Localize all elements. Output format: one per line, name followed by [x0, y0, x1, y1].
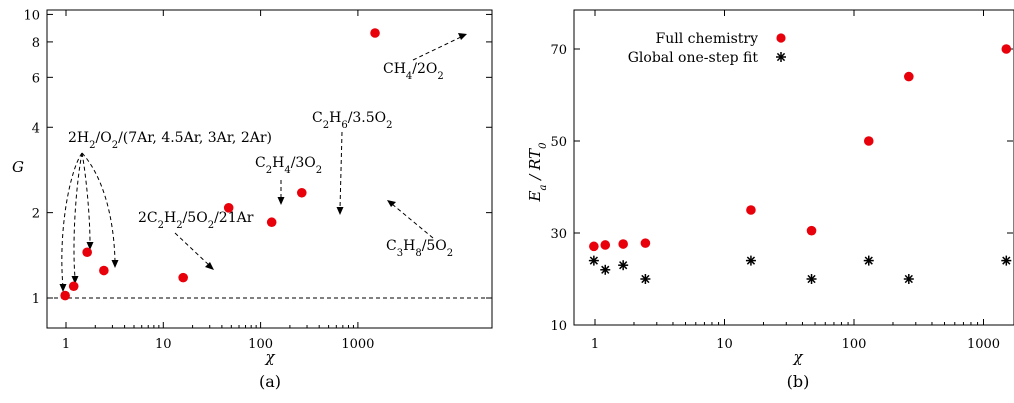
panel-b-y-axis-label: Ea / RT0: [526, 142, 549, 203]
arrowhead-ch4: [458, 33, 467, 40]
annotation-ch4: CH4/2O2: [383, 61, 444, 82]
panel-a-data-point: [296, 187, 307, 198]
panel-a-x-axis-label: χ: [264, 348, 275, 366]
panel-a-arrowheads: [59, 33, 467, 292]
panel-b-caption: (b): [787, 372, 810, 391]
panel-a-y-tick-label: 10: [23, 8, 40, 23]
global-fit-point: [863, 255, 874, 266]
panel-a-points: [60, 28, 380, 301]
legend-label-full-chemistry: Full chemistry: [656, 31, 759, 47]
annotation-c2h6: C2H6/3.5O2: [312, 110, 393, 131]
arrowhead-c2h4: [277, 197, 285, 205]
legend-asterisk-glyph: [776, 52, 786, 62]
annotation-c2h4: C2H4/3O2: [255, 155, 322, 176]
panel-a-data-point: [178, 272, 188, 283]
legend-marker-global-fit: [776, 52, 786, 62]
arrow-h2-1: [61, 152, 83, 288]
panel-b-x-tick-label: 10: [716, 337, 733, 352]
full-chemistry-point: [806, 225, 817, 236]
panel-b-x-tick-label: 1: [591, 337, 599, 352]
panel-b-y-tick-label: 70: [550, 43, 567, 58]
panel-b-points: [588, 44, 1012, 284]
arrow-c2h2: [174, 232, 211, 267]
arrow-h2-2: [73, 152, 83, 279]
global-fit-point: [745, 255, 756, 266]
panel-a-data-point: [266, 217, 277, 228]
full-chemistry-point: [1001, 44, 1012, 54]
arrowhead-h2-2: [71, 276, 79, 284]
panel-a-y-tick-label: 2: [32, 207, 40, 222]
global-fit-point: [618, 260, 629, 271]
global-fit-point: [600, 264, 611, 275]
legend-label-global-fit: Global one-step fit: [628, 50, 759, 66]
panel-a-data-point: [60, 290, 70, 301]
panel-a-data-point: [68, 281, 79, 292]
panel-b-x-ticks: 1 10 100 1000: [591, 10, 1000, 352]
arrow-h2-3: [81, 152, 91, 245]
panel-b: 1 10 100 1000 10 30 50 70 Full chemistry Globa…: [526, 9, 1014, 391]
panel-b-y-tick-label: 50: [550, 135, 567, 150]
panel-a-y-tick-label: 6: [32, 71, 40, 86]
full-chemistry-point: [863, 136, 874, 146]
panel-a-data-point: [370, 28, 380, 38]
panel-a-x-tick-label: 100: [248, 337, 273, 352]
annotation-h2-mixtures: 2H2/O2/(7Ar, 4.5Ar, 3Ar, 2Ar): [68, 130, 272, 151]
panel-a-y-tick-label: 4: [32, 121, 40, 136]
full-chemistry-point: [904, 71, 914, 82]
full-chemistry-point: [600, 240, 611, 250]
arrow-ch4: [412, 36, 462, 61]
panel-a-data-point: [99, 265, 109, 276]
panel-a-y-tick-label: 1: [32, 292, 40, 307]
panel-a-frame: [46, 9, 493, 329]
panel-b-x-axis-label: χ: [792, 348, 803, 366]
panel-a-y-axis-label: G: [12, 158, 24, 176]
annotation-c3h8: C3H8/5O2: [386, 238, 453, 259]
panel-a-x-ticks: 1 10 100 1000: [62, 10, 374, 352]
arrowhead-c2h2: [205, 262, 214, 270]
full-chemistry-point: [746, 205, 756, 215]
panel-a-y-tick-label: 8: [32, 36, 40, 51]
full-chemistry-point: [618, 239, 628, 249]
global-fit-point: [806, 274, 817, 284]
global-fit-point: [640, 274, 651, 284]
global-fit-point: [1001, 255, 1012, 266]
panel-a-x-tick-label: 1000: [341, 337, 374, 352]
arrow-c3h8: [391, 203, 434, 239]
panel-a-y-ticks: 1 2 4 6 8 10: [23, 8, 492, 307]
panel-b-x-tick-label: 1000: [967, 337, 1000, 352]
panel-a-x-tick-label: 1: [62, 337, 70, 352]
full-chemistry-point: [640, 238, 651, 248]
panel-a-annotation-arrows: [61, 36, 462, 288]
arrowhead-c2h6: [336, 207, 344, 215]
arrowhead-h2-4: [111, 260, 119, 268]
global-fit-point: [588, 255, 599, 266]
panel-a-caption: (a): [259, 372, 281, 391]
panel-a-data-point: [223, 203, 234, 213]
arrow-h2-4: [81, 152, 116, 263]
arrowhead-h2-1: [59, 284, 67, 292]
panel-b-frame: [573, 9, 1014, 326]
panel-b-y-tick-label: 10: [550, 319, 567, 334]
arrow-c2h6: [339, 131, 343, 210]
panel-b-y-tick-label: 30: [550, 227, 567, 242]
panel-b-x-tick-label: 100: [842, 337, 867, 352]
arrowhead-c3h8: [387, 200, 396, 207]
arrowhead-h2-3: [86, 242, 94, 250]
legend: Full chemistry Global one-step fit: [628, 31, 786, 66]
global-fit-point: [903, 274, 914, 284]
panel-a-x-tick-label: 10: [155, 337, 172, 352]
panel-b-y-ticks: 10 30 50 70: [550, 43, 1013, 334]
panel-a-data-point: [82, 247, 92, 258]
legend-marker-full-chemistry: [776, 33, 786, 43]
annotation-c2h2: 2C2H2/5O2/21Ar: [138, 210, 254, 231]
full-chemistry-point: [589, 241, 599, 252]
